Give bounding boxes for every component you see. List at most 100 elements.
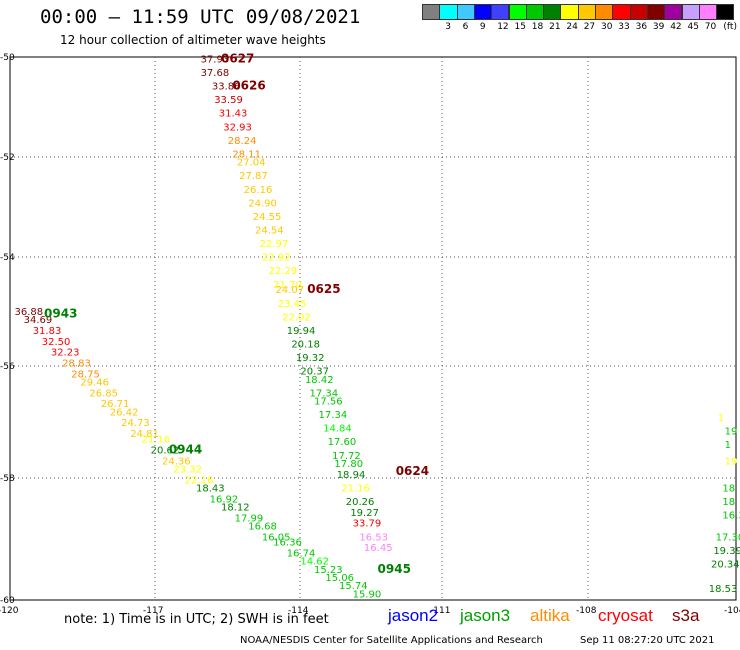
satellite-s3a: s3a xyxy=(672,606,700,625)
wave-height-value: 24.36 xyxy=(162,456,191,467)
wave-height-value: 15.74 xyxy=(339,581,368,592)
legend-label: 12 xyxy=(497,22,509,32)
wave-height-value: 17.34 xyxy=(319,410,348,421)
legend-label: 24 xyxy=(566,22,578,32)
wave-height-value: 19 xyxy=(725,426,738,437)
legend-label: 42 xyxy=(670,22,682,32)
wave-height-value: 17.30 xyxy=(716,532,740,543)
wave-height-value: 23.32 xyxy=(173,464,202,475)
wave-height-value: 20.34 xyxy=(711,559,740,570)
legend-label: 15 xyxy=(514,22,526,32)
wave-height-value: 37.68 xyxy=(201,68,230,79)
wave-height-value: 15.06 xyxy=(325,573,354,584)
wave-height-value: 29.46 xyxy=(80,378,109,389)
wave-height-value: 31.43 xyxy=(219,109,248,120)
pass-time-label: 0626 xyxy=(232,79,265,93)
plot-frame xyxy=(9,56,737,601)
wave-height-value: 24.81 xyxy=(130,429,159,440)
wave-height-value: 36.88 xyxy=(15,307,44,318)
legend-label: 39 xyxy=(652,22,665,32)
wave-height-value: 16.36 xyxy=(273,538,302,549)
wave-height-value: 32.50 xyxy=(42,337,71,348)
x-tick-label: -111 xyxy=(430,606,450,616)
wave-height-value: 16.53 xyxy=(359,532,388,543)
wave-height-value: 16.68 xyxy=(248,521,277,532)
wave-height-value: 18.12 xyxy=(221,502,250,513)
legend-label: 33 xyxy=(618,22,630,32)
wave-height-value: 17.60 xyxy=(328,437,357,448)
wave-height-value: 20.18 xyxy=(291,340,320,351)
y-tick-label: -52 xyxy=(0,153,15,163)
wave-height-value: 19 xyxy=(725,456,738,467)
wave-height-value: 19.27 xyxy=(350,508,379,519)
wave-height-value: 27.04 xyxy=(237,158,266,169)
wave-height-value: 17.80 xyxy=(334,459,363,470)
footnote: note: 1) Time is in UTC; 2) SWH is in fe… xyxy=(64,612,329,627)
wave-height-value: 20.62 xyxy=(151,445,180,456)
y-tick-label: -60 xyxy=(0,596,15,606)
wave-height-value: 22.02 xyxy=(282,312,311,323)
legend-label: 6 xyxy=(462,22,469,32)
wave-height-value: 34.69 xyxy=(24,315,53,326)
satellite-cryosat: cryosat xyxy=(598,606,653,625)
wave-height-value: 20.26 xyxy=(346,497,375,508)
chart-title: 00:00 – 11:59 UTC 09/08/2021 xyxy=(40,6,361,28)
wave-height-value: 17.99 xyxy=(235,513,264,524)
pass-time-label: 0944 xyxy=(169,442,202,456)
wave-height-value: 26.71 xyxy=(101,399,130,410)
wave-height-value: 27.87 xyxy=(239,171,268,182)
wave-height-value: 18.43 xyxy=(196,483,225,494)
legend-label: 30 xyxy=(601,22,613,32)
x-tick-label: -114 xyxy=(288,606,309,616)
wave-height-value: 24.90 xyxy=(248,198,277,209)
wave-height-value: 33.86 xyxy=(212,82,241,93)
y-tick-label: -56 xyxy=(0,362,15,372)
wave-height-value: 16.05 xyxy=(262,532,291,543)
wave-height-value: 18.53 xyxy=(709,584,738,595)
legend-swatch xyxy=(716,4,735,20)
wave-height-value: 16.74 xyxy=(287,549,316,560)
wave-height-value: 17.34 xyxy=(309,388,338,399)
wave-height-value: 1 xyxy=(725,440,731,451)
wave-height-value: 21.70 xyxy=(273,280,302,291)
wave-height-value: 33.79 xyxy=(353,519,382,530)
chart-subtitle: 12 hour collection of altimeter wave hei… xyxy=(60,33,326,47)
x-tick-label: -104 xyxy=(724,606,740,616)
wave-height-value: 28.75 xyxy=(71,369,100,380)
legend-label: 27 xyxy=(583,22,596,32)
legend-label: 3 xyxy=(445,22,452,32)
wave-height-value: 18 xyxy=(722,483,735,494)
pass-time-label: 0945 xyxy=(378,562,411,576)
wave-height-value: 17.56 xyxy=(314,397,343,408)
wave-height-value: 24.07 xyxy=(275,285,304,296)
wave-height-value: 16.45 xyxy=(364,543,393,554)
wave-height-value: 24.73 xyxy=(121,418,150,429)
wave-height-value: 26.85 xyxy=(89,388,118,399)
y-tick-label: -58 xyxy=(0,474,15,484)
legend-label: 36 xyxy=(635,22,648,32)
wave-height-value: 14.62 xyxy=(300,557,329,568)
wave-height-value: 32.93 xyxy=(223,122,252,133)
wave-height-value: 14.84 xyxy=(323,424,352,435)
wave-height-value: 26.16 xyxy=(244,185,273,196)
wave-height-value: 19.94 xyxy=(287,326,316,337)
pass-time-label: 0943 xyxy=(44,307,77,321)
credit-text: NOAA/NESDIS Center for Satellite Applica… xyxy=(240,635,543,646)
wave-height-value: 16.92 xyxy=(210,494,239,505)
x-tick-label: -120 xyxy=(0,606,19,616)
satellite-jason3: jason3 xyxy=(460,606,511,625)
legend-label: 9 xyxy=(479,22,486,32)
legend-label: 45 xyxy=(687,22,699,32)
satellite-jason2: jason2 xyxy=(388,606,439,625)
pass-time-label: 0624 xyxy=(396,464,429,478)
legend-label: 21 xyxy=(549,22,561,32)
legend-unit: (ft) xyxy=(723,22,737,32)
wave-height-value: 23.45 xyxy=(278,299,307,310)
wave-height-value: 18.42 xyxy=(305,375,334,386)
wave-height-value: 19.32 xyxy=(296,353,325,364)
wave-height-value: 24.54 xyxy=(255,225,284,236)
x-tick-label: -117 xyxy=(143,606,163,616)
y-tick-label: -54 xyxy=(0,253,15,263)
wave-height-value: 22.16 xyxy=(185,475,214,486)
